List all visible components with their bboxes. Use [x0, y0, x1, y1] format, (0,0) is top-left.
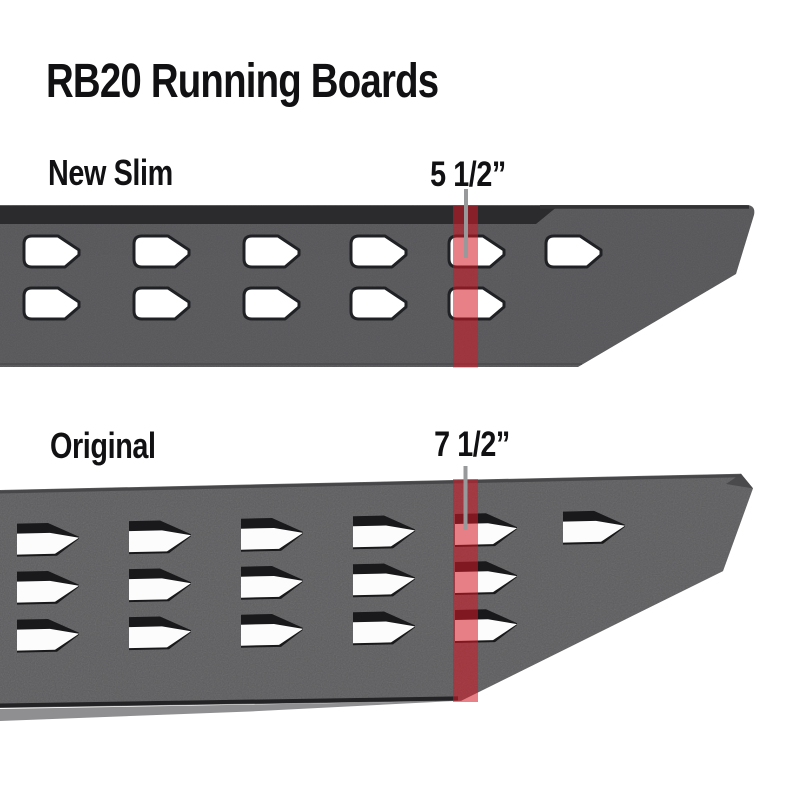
- pointer-line-slim: [464, 189, 468, 258]
- board-slim-top-strip: [0, 206, 558, 224]
- pointer-line-original: [463, 466, 468, 530]
- board-slim-graphic: [0, 189, 755, 368]
- board-slim-measurement: 5 1/2”: [430, 155, 506, 194]
- board-original-label: Original: [50, 425, 156, 466]
- page-title: RB20 Running Boards: [46, 55, 439, 108]
- board-slim-label: New Slim: [48, 152, 173, 193]
- board-original-measurement: 7 1/2”: [434, 425, 510, 464]
- board-original-graphic: [0, 466, 753, 721]
